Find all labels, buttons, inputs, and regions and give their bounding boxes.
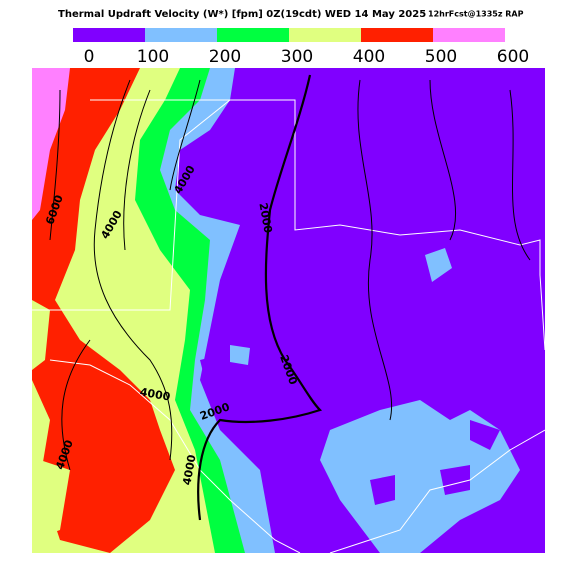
colorbar-label: 200	[209, 47, 241, 67]
color-swatch	[217, 28, 289, 42]
contour	[357, 79, 531, 421]
colorbar-label: 300	[281, 47, 313, 67]
colorbar-label: 100	[137, 47, 169, 67]
pink-region	[32, 68, 70, 220]
color-swatch	[145, 28, 217, 42]
state-border	[32, 99, 545, 553]
color-swatch	[289, 28, 361, 42]
colorbar-label: 0	[84, 47, 95, 67]
contour-label: 2000	[256, 202, 274, 235]
contour	[197, 74, 323, 521]
colorbar-label: 400	[353, 47, 385, 67]
subtitle: 12hrFcst@1335z RAP	[428, 10, 524, 19]
title: Thermal Updraft Velocity (W*) [fpm] 0Z(1…	[58, 9, 426, 20]
blue-patch	[230, 248, 452, 365]
color-swatch	[433, 28, 505, 42]
contour	[49, 79, 201, 471]
colorbar-label: 500	[425, 47, 457, 67]
colorbar: 0 100 200 300 400 500 600	[73, 28, 529, 67]
color-swatch	[73, 28, 145, 42]
color-swatch	[361, 28, 433, 42]
colorbar-label: 600	[497, 47, 529, 67]
contour-label: 4000	[139, 385, 172, 403]
yellow-patch	[32, 300, 70, 540]
contour-label: 4000	[180, 453, 198, 486]
red-region	[32, 68, 175, 553]
